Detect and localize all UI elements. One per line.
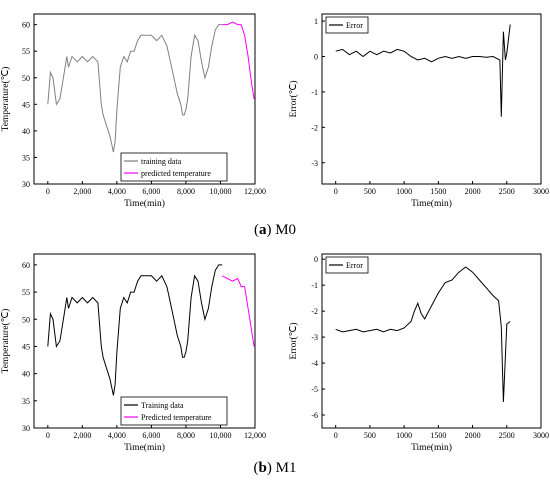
y-tick-label: -6	[311, 411, 318, 420]
x-tick-label: 2000	[465, 431, 481, 440]
x-tick-label: 0	[46, 187, 50, 196]
x-tick-label: 4,000	[108, 431, 126, 440]
x-tick-label: 0	[46, 431, 50, 440]
plot-frame	[33, 253, 256, 429]
y-tick-label: 40	[22, 370, 30, 379]
y-tick-label: -2	[311, 123, 318, 132]
y-tick-label: -5	[311, 385, 318, 394]
y-axis-label: Error(℃)	[288, 80, 299, 117]
legend-label: training data	[141, 157, 182, 166]
y-tick-label: 60	[22, 261, 30, 270]
plot-frame	[33, 13, 256, 185]
x-tick-label: 500	[364, 187, 376, 196]
x-tick-label: 1000	[396, 431, 412, 440]
chart-a-temp: 0 2,000 4,000 6,000 8,000 10,000 12,000 30 35 40 4…	[0, 13, 266, 209]
x-tick-label: 2,000	[73, 187, 91, 196]
x-tick-label: 3000	[533, 187, 549, 196]
x-tick-label: 6,000	[142, 187, 160, 196]
series-line-0	[47, 24, 223, 153]
caption-a: (a) M0	[253, 222, 297, 238]
chart-b-temp: 0 2,000 4,000 6,000 8,000 10,000 12,000 30 35 40 4…	[0, 253, 266, 453]
caption-b: (b) M1	[253, 460, 297, 476]
x-tick-label: 8,000	[177, 431, 195, 440]
x-tick-label: 2000	[465, 187, 481, 196]
x-tick-label: 0	[334, 431, 338, 440]
x-tick-label: 0	[334, 187, 338, 196]
y-tick-label: -1	[311, 281, 318, 290]
x-tick-label: 8,000	[177, 187, 195, 196]
legend-label: Predicted temperature	[141, 413, 212, 422]
y-tick-label: 45	[22, 342, 30, 351]
series-line-1	[222, 21, 255, 100]
x-tick-label: 500	[364, 431, 376, 440]
x-axis-label: Time(min)	[411, 442, 452, 453]
plot-frame	[321, 253, 542, 429]
y-axis-label: Temperature(℃)	[0, 309, 11, 374]
y-axis-label: Temperature(℃)	[0, 67, 11, 132]
x-tick-label: 10,000	[209, 187, 231, 196]
legend-label: Training data	[141, 401, 184, 410]
y-tick-label: -4	[311, 359, 318, 368]
x-tick-label: 2500	[499, 431, 515, 440]
y-tick-label: 45	[22, 100, 30, 109]
x-axis-label: Time(min)	[124, 198, 165, 209]
y-axis-label: Error(℃)	[288, 322, 299, 359]
y-tick-label: 0	[314, 255, 318, 264]
x-axis-label: Time(min)	[124, 442, 165, 453]
x-tick-label: 1000	[396, 187, 412, 196]
x-tick-label: 12,000	[244, 431, 266, 440]
x-tick-label: 10,000	[209, 431, 231, 440]
legend-label: Error	[346, 261, 363, 270]
y-tick-label: 1	[314, 17, 318, 26]
x-tick-label: 2500	[499, 187, 515, 196]
caption-a-letter: a	[258, 222, 267, 238]
y-tick-label: 55	[22, 47, 30, 56]
y-tick-label: 50	[22, 315, 30, 324]
series-line-0	[47, 264, 223, 396]
legend-box	[120, 152, 228, 182]
series-line-0	[335, 266, 511, 403]
chart-b-error: 0 500 1000 1500 2000 2500 3000 -6 -5 -4 -3 -2 -1 0 Tim…	[288, 253, 549, 453]
series-line-1	[221, 275, 255, 347]
x-axis-label: Time(min)	[411, 198, 452, 209]
y-tick-label: -1	[311, 88, 318, 97]
y-tick-label: 30	[22, 424, 30, 433]
x-tick-label: 12,000	[244, 187, 266, 196]
y-tick-label: -3	[311, 333, 318, 342]
caption-b-text: M1	[275, 460, 297, 476]
legend-label: predicted temperature	[141, 169, 211, 178]
y-tick-label: 50	[22, 74, 30, 83]
legend-label: Error	[346, 21, 363, 30]
y-tick-label: 60	[22, 21, 30, 30]
y-tick-label: 30	[22, 180, 30, 189]
x-tick-label: 6,000	[142, 431, 160, 440]
y-tick-label: 35	[22, 153, 30, 162]
x-tick-label: 1500	[430, 431, 446, 440]
legend-box	[325, 16, 369, 34]
x-tick-label: 3000	[533, 431, 549, 440]
x-tick-label: 4,000	[108, 187, 126, 196]
series-line-0	[335, 24, 511, 117]
y-tick-label: -3	[311, 159, 318, 168]
y-tick-label: 55	[22, 288, 30, 297]
caption-b-letter: b	[258, 460, 267, 476]
legend-box	[325, 256, 369, 274]
y-tick-label: 35	[22, 397, 30, 406]
x-tick-label: 2,000	[73, 431, 91, 440]
y-tick-label: 40	[22, 127, 30, 136]
chart-a-error: 0 500 1000 1500 2000 2500 3000 -3 -2 -1 0 1 Time(min…	[288, 13, 549, 209]
legend-box	[120, 396, 228, 426]
y-tick-label: -2	[311, 307, 318, 316]
x-tick-label: 1500	[430, 187, 446, 196]
y-tick-label: 0	[314, 53, 318, 62]
plot-frame	[321, 13, 542, 185]
caption-a-text: M0	[275, 222, 297, 238]
